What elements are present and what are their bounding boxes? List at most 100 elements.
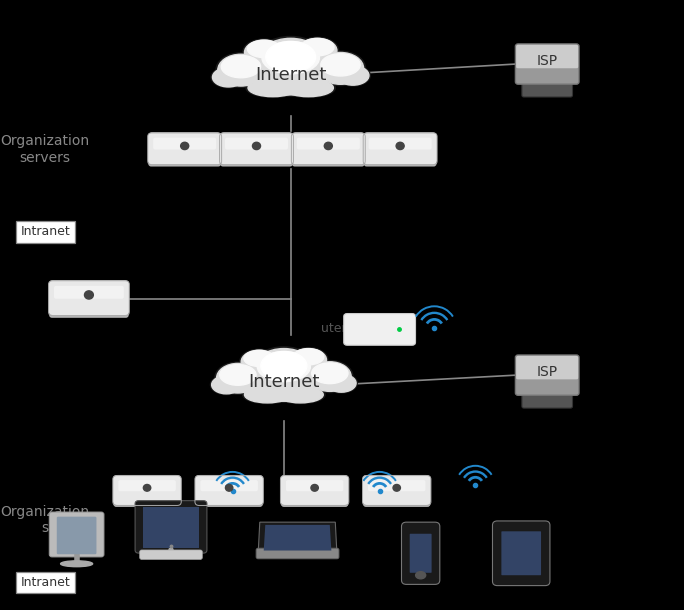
Ellipse shape [250,375,318,401]
FancyBboxPatch shape [148,132,222,164]
Ellipse shape [308,362,351,392]
FancyBboxPatch shape [402,522,440,584]
Ellipse shape [211,66,246,88]
FancyBboxPatch shape [292,155,365,167]
FancyBboxPatch shape [522,77,573,97]
Ellipse shape [289,348,328,373]
FancyBboxPatch shape [364,155,436,167]
Ellipse shape [250,347,317,393]
Ellipse shape [311,484,318,491]
Polygon shape [264,525,331,550]
FancyBboxPatch shape [49,306,129,318]
FancyBboxPatch shape [49,280,129,315]
Ellipse shape [336,65,370,86]
Ellipse shape [276,386,325,404]
FancyBboxPatch shape [363,475,431,505]
FancyBboxPatch shape [363,132,437,164]
FancyBboxPatch shape [344,314,416,345]
Ellipse shape [326,374,356,392]
Ellipse shape [227,159,286,164]
Ellipse shape [252,142,261,149]
FancyBboxPatch shape [195,475,263,505]
Ellipse shape [371,159,430,164]
Ellipse shape [337,66,369,85]
Ellipse shape [244,350,274,367]
FancyBboxPatch shape [291,132,365,164]
Ellipse shape [315,51,365,85]
Ellipse shape [248,40,280,57]
Ellipse shape [220,365,256,386]
Ellipse shape [298,38,337,63]
Ellipse shape [217,364,259,393]
FancyBboxPatch shape [516,375,579,395]
FancyBboxPatch shape [196,496,263,507]
FancyBboxPatch shape [281,496,348,507]
FancyBboxPatch shape [410,534,432,573]
Ellipse shape [155,159,214,164]
FancyBboxPatch shape [148,155,221,167]
FancyBboxPatch shape [492,521,550,586]
FancyBboxPatch shape [516,355,579,379]
Ellipse shape [307,361,353,393]
Text: Organization
servers: Organization servers [0,134,89,165]
Ellipse shape [416,572,425,579]
Ellipse shape [287,500,342,504]
Ellipse shape [239,350,279,374]
Ellipse shape [253,66,328,95]
Ellipse shape [241,350,277,373]
Ellipse shape [244,40,284,65]
Ellipse shape [396,142,404,149]
Text: ISP: ISP [537,54,557,68]
FancyBboxPatch shape [225,138,288,149]
FancyBboxPatch shape [256,548,339,559]
Ellipse shape [321,54,360,76]
Ellipse shape [284,79,333,97]
FancyBboxPatch shape [54,286,124,299]
Ellipse shape [243,39,285,66]
Ellipse shape [252,348,315,392]
FancyBboxPatch shape [142,506,200,548]
Ellipse shape [181,142,189,149]
Ellipse shape [85,291,93,299]
Ellipse shape [369,500,424,504]
Ellipse shape [144,484,150,491]
Ellipse shape [293,349,324,365]
Ellipse shape [266,41,315,73]
FancyBboxPatch shape [280,475,349,505]
FancyBboxPatch shape [516,63,579,84]
Ellipse shape [61,561,92,567]
FancyBboxPatch shape [153,138,216,149]
Ellipse shape [248,79,298,97]
FancyBboxPatch shape [501,531,541,575]
Ellipse shape [247,374,321,403]
FancyBboxPatch shape [114,496,181,507]
FancyBboxPatch shape [135,501,207,553]
Ellipse shape [244,387,291,403]
FancyBboxPatch shape [200,480,258,491]
Ellipse shape [221,56,261,77]
Ellipse shape [246,78,300,98]
Ellipse shape [393,484,400,491]
FancyBboxPatch shape [516,44,579,68]
Ellipse shape [299,159,358,164]
FancyBboxPatch shape [118,480,176,491]
Text: Internet: Internet [248,373,319,392]
Text: Intranet: Intranet [21,225,70,239]
Text: Internet: Internet [255,65,326,84]
FancyBboxPatch shape [220,155,293,167]
Ellipse shape [257,352,311,382]
Ellipse shape [301,38,334,56]
Ellipse shape [213,68,244,87]
FancyBboxPatch shape [49,512,104,557]
Ellipse shape [257,38,324,84]
Ellipse shape [291,348,326,371]
FancyBboxPatch shape [369,138,432,149]
FancyBboxPatch shape [57,517,96,554]
Ellipse shape [250,65,331,96]
FancyBboxPatch shape [140,550,202,559]
Ellipse shape [312,363,348,384]
Ellipse shape [226,484,233,491]
Ellipse shape [282,78,335,98]
FancyBboxPatch shape [286,480,343,491]
FancyBboxPatch shape [363,496,430,507]
